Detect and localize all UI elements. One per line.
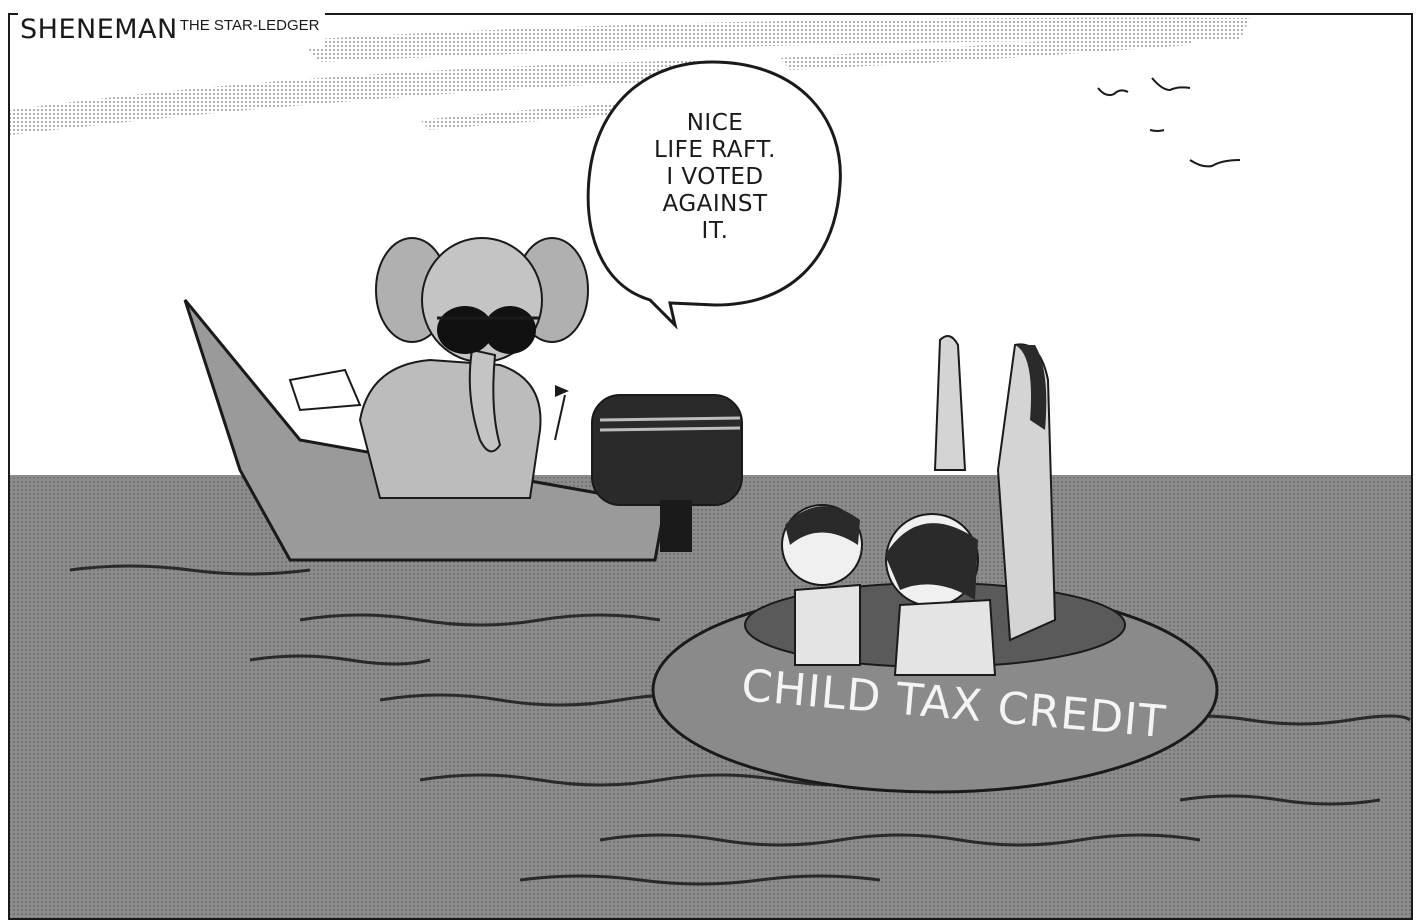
seagulls [1097,77,1241,168]
speech-line: AGAINST [662,191,768,217]
publication-name: THE STAR-LEDGER [179,17,320,34]
boy-body [794,583,861,666]
elephant-character [358,237,589,499]
speech-bubble-text: NICE LIFE RAFT. I VOTED AGAINST IT. [640,110,790,245]
artist-signature: SHENEMAN THE STAR-LEDGER [18,12,326,48]
sunglasses-right-lens [484,306,536,354]
family-in-raft [781,335,1057,676]
speech-line: I VOTED [666,164,764,190]
speedboat [183,299,743,562]
speech-bubble [586,60,842,330]
cloud-streaks [10,17,1250,135]
artist-name: SHENEMAN [20,14,178,45]
speech-line: NICE [686,110,744,136]
raised-arm [933,335,967,471]
girl-body [893,598,997,676]
speech-line: LIFE RAFT. [654,137,776,163]
outboard-motor [591,394,743,506]
speech-line: IT. [701,218,729,244]
